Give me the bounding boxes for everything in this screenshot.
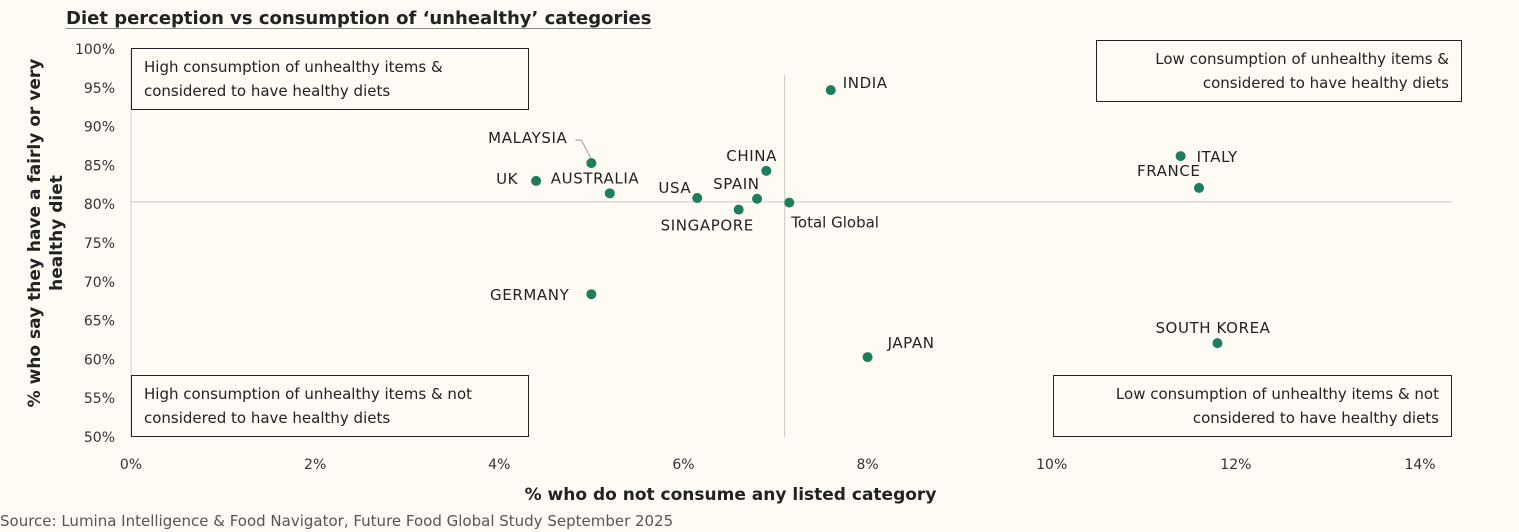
- y-tick-label: 90%: [84, 120, 115, 136]
- data-label: SINGAPORE: [661, 217, 754, 235]
- x-tick-label: 10%: [1036, 457, 1067, 473]
- data-point: [825, 85, 836, 96]
- data-label: AUSTRALIA: [551, 169, 640, 187]
- quadrant-bottom-left: High consumption of unhealthy items & no…: [131, 375, 529, 437]
- x-tick-label: 2%: [304, 457, 326, 473]
- y-tick-label: 50%: [84, 430, 115, 446]
- y-tick-label: 95%: [84, 81, 115, 97]
- y-axis-label-line: healthy diet: [47, 175, 67, 291]
- data-point: [761, 165, 772, 176]
- x-tick-label: 14%: [1404, 457, 1435, 473]
- data-point: [531, 175, 542, 186]
- data-point: [604, 188, 615, 199]
- y-tick-label: 80%: [84, 197, 115, 213]
- data-label: SPAIN: [713, 175, 760, 193]
- data-label: UK: [496, 170, 519, 188]
- x-tick-label: 6%: [672, 457, 694, 473]
- x-axis-label: % who do not consume any listed category: [525, 485, 937, 505]
- y-tick-label: 100%: [75, 42, 115, 58]
- y-axis-label-line: % who say they have a fairly or very: [25, 59, 45, 408]
- y-tick-label: 75%: [84, 236, 115, 252]
- chart-title: Diet perception vs consumption of ‘unhea…: [66, 8, 652, 29]
- data-point: [733, 204, 744, 215]
- data-label: CHINA: [726, 147, 777, 165]
- data-label: USA: [658, 179, 691, 197]
- data-label: ITALY: [1197, 148, 1238, 166]
- data-label: INDIA: [843, 74, 888, 92]
- data-label: MALAYSIA: [488, 129, 567, 147]
- data-point: [752, 193, 763, 204]
- data-label: JAPAN: [887, 334, 935, 352]
- x-tick-label: 12%: [1220, 457, 1251, 473]
- data-label: SOUTH KOREA: [1155, 319, 1270, 337]
- quadrant-top-right: Low consumption of unhealthy items & con…: [1096, 40, 1462, 102]
- y-tick-label: 70%: [84, 275, 115, 291]
- data-point: [1212, 338, 1223, 349]
- y-tick-label: 55%: [84, 391, 115, 407]
- data-label: GERMANY: [490, 286, 570, 304]
- data-point: [784, 197, 795, 208]
- data-point: [1194, 182, 1205, 193]
- quadrant-top-left: High consumption of unhealthy items & co…: [131, 48, 529, 110]
- data-label: Total Global: [790, 214, 879, 232]
- leader-line: [575, 139, 592, 160]
- data-point: [692, 192, 703, 203]
- data-label: FRANCE: [1137, 162, 1200, 180]
- y-tick-label: 65%: [84, 314, 115, 330]
- y-tick-label: 85%: [84, 158, 115, 174]
- y-tick-label: 60%: [84, 352, 115, 368]
- data-point: [586, 158, 597, 169]
- x-tick-label: 4%: [488, 457, 510, 473]
- x-tick-label: 0%: [120, 457, 142, 473]
- data-point: [1175, 151, 1186, 162]
- x-tick-label: 8%: [856, 457, 878, 473]
- y-axis-label: % who say they have a fairly or very heal…: [25, 59, 67, 408]
- quadrant-bottom-right: Low consumption of unhealthy items & not…: [1053, 375, 1452, 437]
- data-point: [862, 352, 873, 363]
- data-point: [586, 289, 597, 300]
- source-note: Source: Lumina Intelligence & Food Navig…: [0, 512, 674, 530]
